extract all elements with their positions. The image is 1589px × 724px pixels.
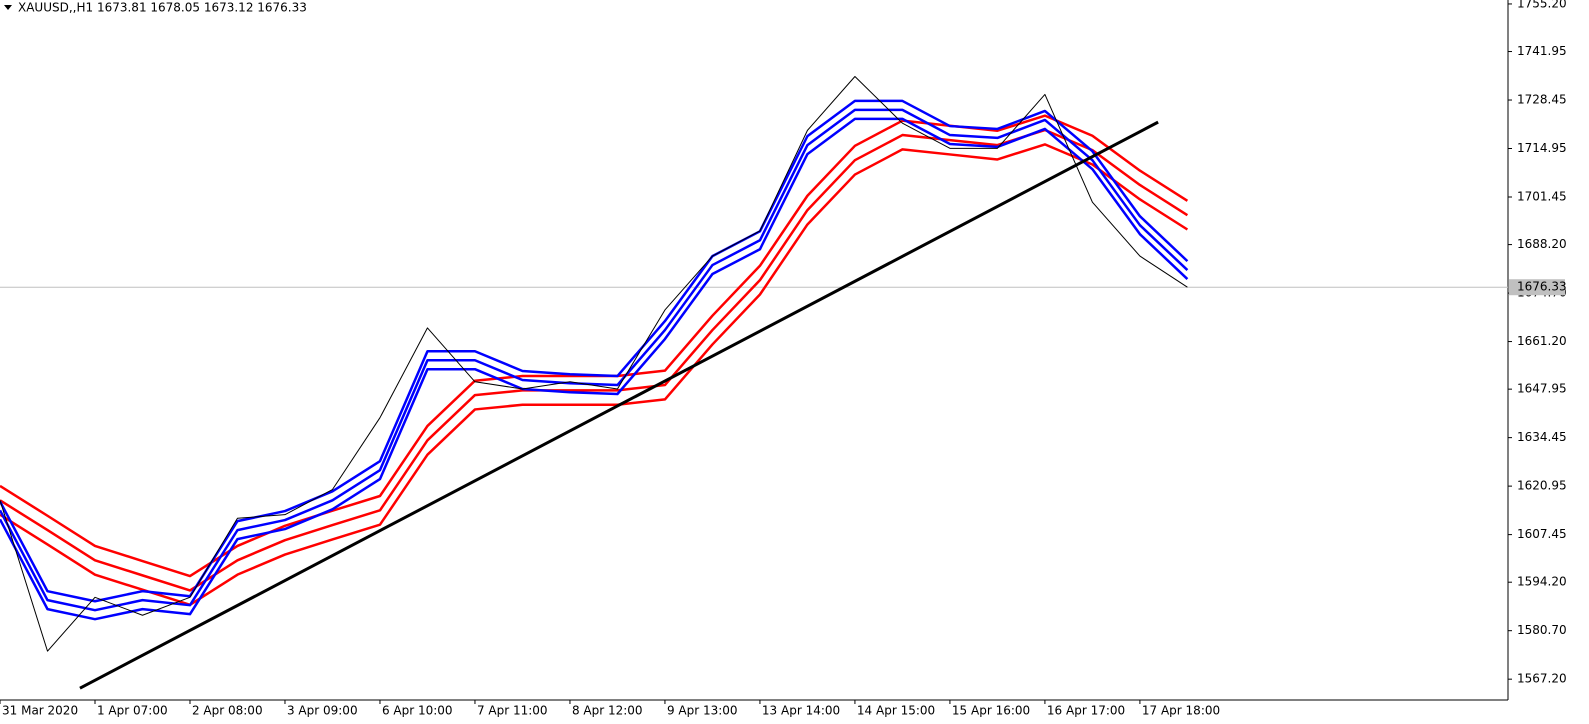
x-tick-label: 7 Apr 11:00 [477, 704, 548, 718]
indicator-line [0, 117, 1189, 621]
y-tick-label: 1741.95 [1517, 44, 1567, 58]
x-tick-label: 3 Apr 09:00 [287, 704, 358, 718]
trendline [79, 120, 1159, 690]
y-tick-label: 1607.45 [1517, 527, 1567, 541]
y-tick-label: 1755.20 [1517, 0, 1567, 10]
x-tick-label: 31 Mar 2020 [2, 704, 78, 718]
y-tick-label: 1567.20 [1517, 672, 1567, 686]
x-tick-label: 6 Apr 10:00 [382, 704, 453, 718]
x-tick-label: 2 Apr 08:00 [192, 704, 263, 718]
y-tick-label: 1647.95 [1517, 382, 1567, 396]
x-tick-label: 17 Apr 18:00 [1142, 704, 1220, 718]
x-tick-label: 14 Apr 15:00 [857, 704, 935, 718]
y-tick-label: 1580.70 [1517, 623, 1567, 637]
y-tick-label: 1714.95 [1517, 141, 1567, 155]
indicator-line [0, 76, 1188, 652]
x-tick-label: 16 Apr 17:00 [1047, 704, 1125, 718]
y-tick-label: 1594.20 [1517, 575, 1567, 589]
last-price-label: 1676.33 [1517, 280, 1567, 294]
y-tick-label: 1701.45 [1517, 189, 1567, 203]
y-tick-label: 1620.95 [1517, 479, 1567, 493]
last-price-box [1509, 279, 1565, 296]
y-tick-label: 1661.20 [1517, 334, 1567, 348]
x-tick-label: 1 Apr 07:00 [97, 704, 168, 718]
x-tick-label: 9 Apr 13:00 [667, 704, 738, 718]
menu-arrow[interactable] [4, 5, 12, 10]
x-tick-label: 8 Apr 12:00 [572, 704, 643, 718]
x-tick-label: 15 Apr 16:00 [952, 704, 1030, 718]
y-tick-label: 1688.20 [1517, 237, 1567, 251]
x-tick-label: 13 Apr 14:00 [762, 704, 840, 718]
y-tick-label: 1634.45 [1517, 430, 1567, 444]
indicator-line [0, 108, 1189, 612]
y-tick-label: 1728.45 [1517, 93, 1567, 107]
chart-title: XAUUSD,,H1 1673.81 1678.05 1673.12 1676.… [18, 1, 307, 15]
